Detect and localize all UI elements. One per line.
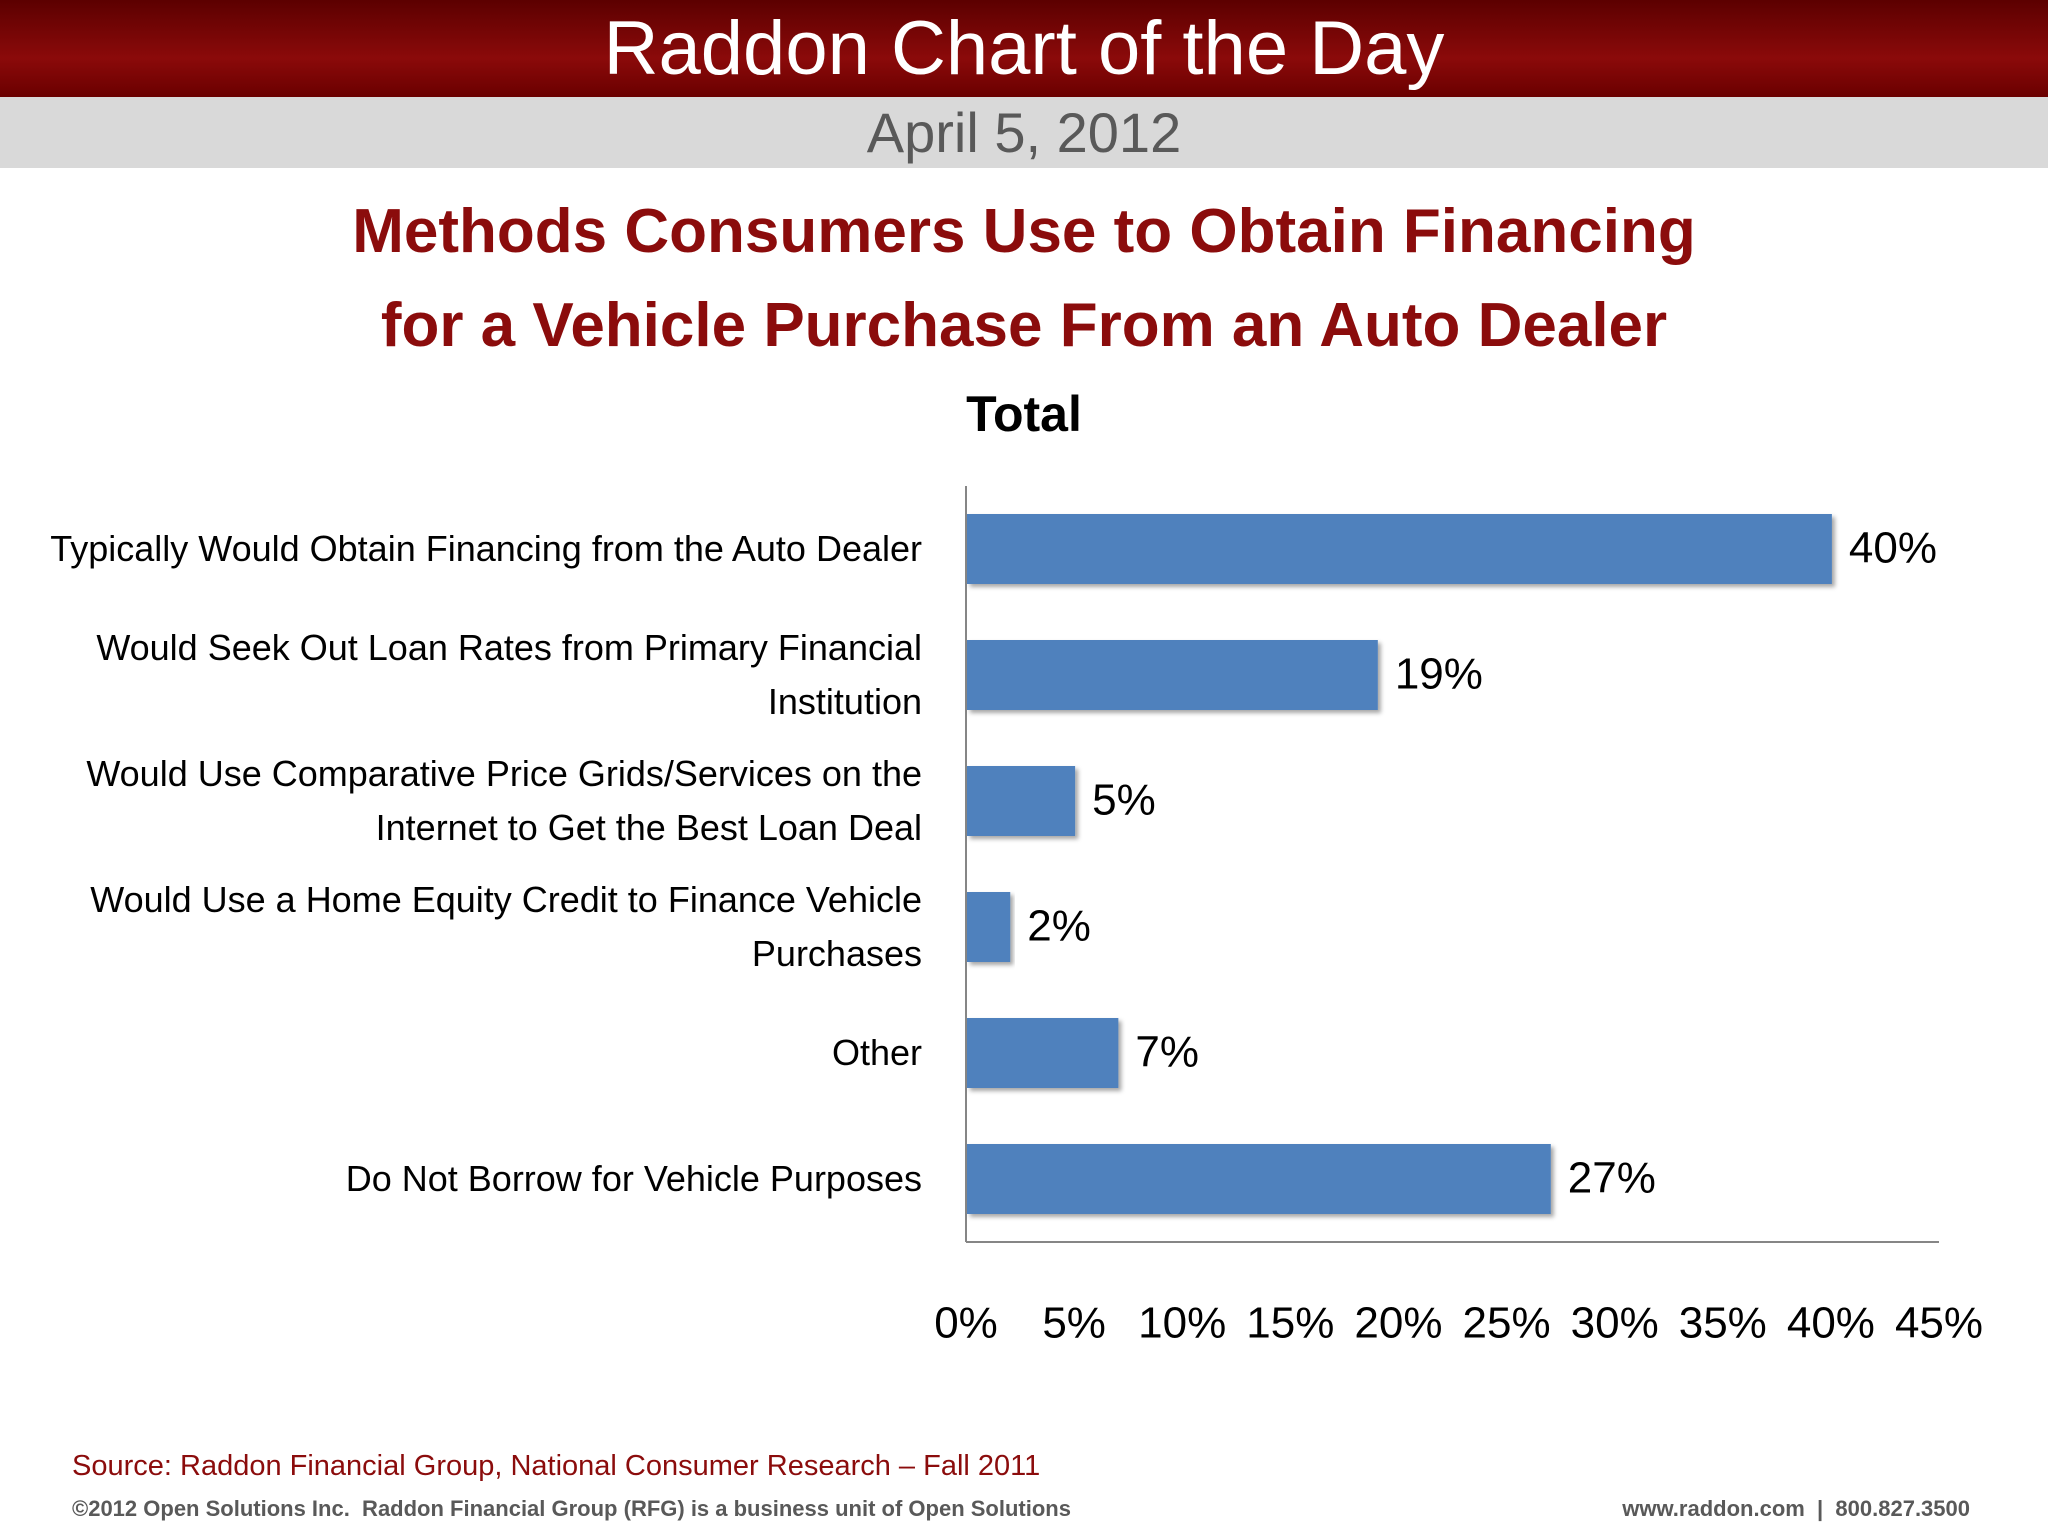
- value-label: 19%: [1395, 650, 1483, 699]
- x-tick-label: 15%: [1246, 1299, 1334, 1348]
- chart-title: for a Vehicle Purchase From an Auto Deal…: [380, 291, 1668, 360]
- category-label: Would Use a Home Equity Credit to Financ…: [90, 879, 922, 974]
- x-tick-label: 45%: [1895, 1299, 1983, 1348]
- source: Source: Raddon Financial Group, National…: [72, 1450, 1041, 1482]
- chart-subtitle: Total: [966, 386, 1082, 442]
- x-tick-label: 5%: [1042, 1299, 1106, 1348]
- bar: [967, 892, 1011, 962]
- value-label: 2%: [1027, 902, 1091, 951]
- bar: [967, 514, 1832, 584]
- date-band: [0, 97, 2048, 168]
- value-label: 5%: [1092, 776, 1156, 825]
- category-label: Would Seek Out Loan Rates from Primary F…: [96, 627, 922, 722]
- x-tick-label: 40%: [1787, 1299, 1875, 1348]
- contact: www.raddon.com | 800.827.3500: [1622, 1496, 1970, 1521]
- bar: [967, 1018, 1119, 1088]
- value-label: 7%: [1135, 1028, 1199, 1077]
- header-band: [0, 0, 2048, 97]
- category-label: Typically Would Obtain Financing from th…: [50, 528, 922, 569]
- x-tick-label: 35%: [1679, 1299, 1767, 1348]
- x-tick-label: 10%: [1138, 1299, 1226, 1348]
- header-title: Raddon Chart of the Day: [603, 6, 1445, 91]
- header-date: April 5, 2012: [866, 101, 1182, 164]
- bar: [967, 1144, 1551, 1214]
- x-tick-label: 25%: [1463, 1299, 1551, 1348]
- category-label: Do Not Borrow for Vehicle Purposes: [345, 1158, 922, 1199]
- category-label: Would Use Comparative Price Grids/Servic…: [86, 753, 922, 848]
- value-label: 40%: [1849, 524, 1937, 573]
- chart-title: Methods Consumers Use to Obtain Financin…: [352, 197, 1696, 266]
- bar: [967, 766, 1076, 836]
- bar: [967, 640, 1378, 710]
- x-tick-label: 30%: [1571, 1299, 1659, 1348]
- value-label: 27%: [1568, 1154, 1656, 1203]
- category-label: Other: [831, 1032, 922, 1073]
- x-tick-label: 0%: [934, 1299, 998, 1348]
- copyright: ©2012 Open Solutions Inc. Raddon Financi…: [72, 1496, 1071, 1521]
- x-tick-label: 20%: [1354, 1299, 1442, 1348]
